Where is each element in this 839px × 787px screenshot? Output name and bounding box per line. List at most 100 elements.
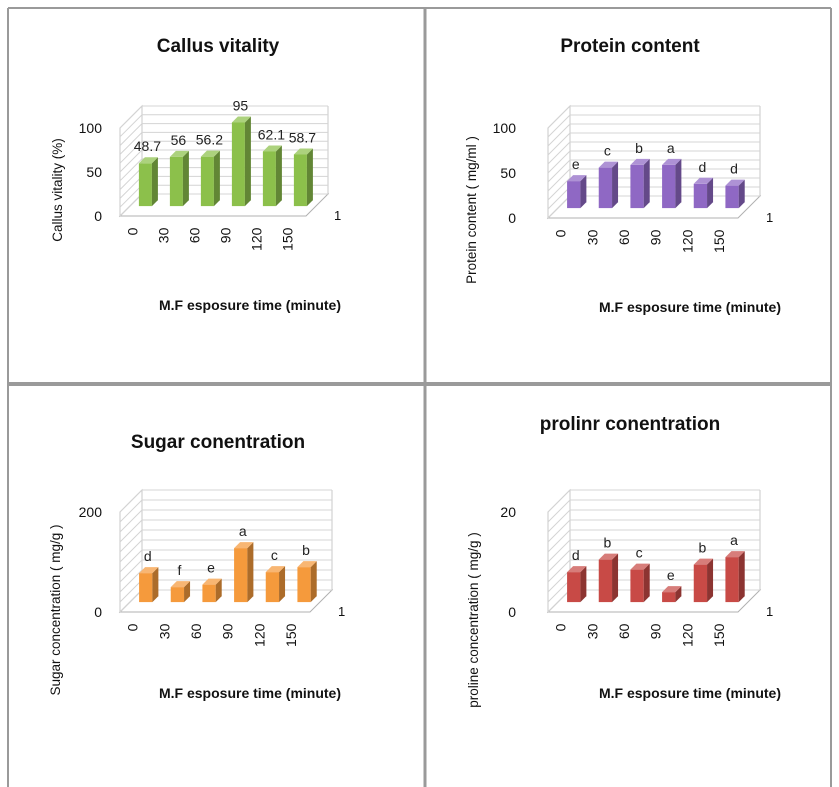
bar-side	[151, 157, 158, 207]
bar-front	[200, 156, 214, 207]
gridline	[547, 168, 760, 192]
bar-side	[275, 145, 282, 207]
x-tick-label: 120	[251, 623, 267, 647]
gridline	[547, 489, 760, 513]
bar-front	[293, 154, 307, 207]
data-label: b	[699, 540, 707, 556]
bar	[200, 150, 220, 207]
depth-axis-label: 1	[766, 604, 773, 619]
data-label: d	[699, 159, 707, 175]
gridline	[119, 123, 328, 146]
x-tick-label: 150	[283, 623, 299, 647]
bar-side	[213, 150, 220, 207]
bar-side	[184, 581, 191, 603]
data-label: 95	[233, 98, 249, 114]
gridline	[547, 539, 760, 563]
x-tick-label: 0	[553, 229, 569, 237]
x-tick-label: 120	[248, 227, 264, 251]
bar-top	[297, 561, 317, 568]
x-axis-label: M.F esposure time (minute)	[599, 685, 781, 701]
bar	[293, 148, 313, 207]
y-tick-label: 50	[86, 164, 102, 180]
gridline	[547, 549, 760, 573]
gridline	[547, 114, 760, 138]
gridline	[547, 150, 760, 174]
data-label: e	[572, 156, 580, 172]
chart-svg: prolinr conentration 0 20 proline concentra…	[466, 414, 781, 708]
data-label: c	[271, 547, 278, 563]
bar-top	[567, 175, 587, 182]
bar-side	[738, 179, 745, 209]
chart-svg: Callus vitality 0 50 100 Callus vitality (%)…	[50, 36, 341, 313]
bar-top	[200, 150, 220, 157]
y-axis-label: Sugar concentration ( mg/g )	[48, 524, 63, 695]
gridline	[119, 105, 328, 129]
data-label: b	[635, 140, 643, 156]
bar-top	[169, 150, 189, 157]
chart-svg: Sugar conentration 0 200 Sugar concentratio…	[48, 432, 345, 701]
gridline	[547, 141, 760, 165]
bar-front	[630, 569, 644, 603]
bar-front	[725, 185, 739, 209]
bar-side	[675, 158, 682, 209]
bar	[598, 161, 619, 209]
bar-top	[234, 542, 254, 549]
bar-top	[138, 157, 158, 164]
x-tick-label: 30	[584, 623, 600, 639]
gridline	[547, 509, 760, 533]
gridline	[119, 529, 332, 553]
bar	[139, 567, 159, 603]
bar-top	[725, 179, 745, 186]
depth-axis-label: 1	[766, 210, 773, 225]
y-axis-label: Callus vitality (%)	[50, 138, 65, 242]
x-tick-label: 90	[217, 227, 233, 243]
gridline	[119, 131, 328, 155]
data-label: a	[239, 523, 247, 539]
x-axis-label: M.F esposure time (minute)	[599, 299, 781, 315]
bar-front	[662, 164, 676, 209]
bar-front	[138, 163, 152, 207]
x-tick-label: 90	[648, 229, 664, 245]
bar-top	[693, 558, 714, 565]
chart-panel-sugar-concentration: Sugar conentration 0 200 Sugar concentratio…	[10, 390, 422, 787]
gridline	[547, 105, 760, 129]
bar-front	[169, 156, 183, 207]
gridline	[119, 499, 332, 523]
bar-front	[297, 567, 311, 603]
data-label: d	[730, 161, 738, 177]
x-tick-label: 0	[124, 227, 140, 235]
bar-top	[262, 145, 282, 152]
depth-axis-label: 1	[334, 208, 341, 223]
y-axis-label: proline concentration ( mg/g )	[466, 532, 481, 708]
bar	[567, 175, 587, 209]
bar-top	[139, 567, 159, 574]
data-label: 62.1	[258, 126, 285, 142]
bar-side	[247, 542, 254, 603]
chart-title: Sugar conentration	[131, 432, 305, 453]
gridline	[119, 140, 328, 164]
x-tick-label: 150	[711, 229, 727, 253]
bar-top	[662, 586, 682, 593]
data-label: a	[730, 532, 738, 548]
bar	[598, 553, 619, 603]
data-label: e	[667, 567, 675, 583]
bar-side	[643, 158, 650, 209]
data-label: c	[636, 545, 643, 561]
x-tick-label: 90	[220, 623, 236, 639]
chart-title: Protein content	[560, 36, 700, 57]
bar-front	[630, 164, 644, 209]
bar-top	[202, 578, 222, 585]
chart-panel-callus-vitality: Callus vitality 0 50 100 Callus vitality (%)…	[10, 10, 422, 382]
y-tick-label: 0	[94, 604, 102, 620]
x-tick-label: 30	[584, 229, 600, 245]
bar-top	[598, 553, 619, 560]
y-tick-label: 0	[508, 210, 516, 226]
y-axis-label: Protein content ( mg/ml )	[464, 136, 479, 284]
gridline	[119, 549, 332, 573]
bar-front	[725, 557, 739, 603]
bar-top	[567, 566, 587, 573]
bar	[138, 157, 158, 207]
data-label: 48.7	[134, 138, 161, 154]
x-tick-label: 0	[125, 623, 141, 631]
